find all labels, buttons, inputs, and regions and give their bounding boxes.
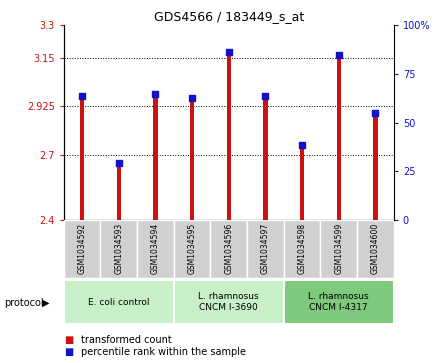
Text: E. coli control: E. coli control	[88, 298, 150, 307]
Bar	[320, 220, 357, 278]
Text: GSM1034594: GSM1034594	[151, 223, 160, 274]
Bar	[373, 117, 378, 220]
Bar	[337, 59, 341, 220]
Text: GSM1034596: GSM1034596	[224, 223, 233, 274]
Bar	[247, 220, 284, 278]
Bar	[80, 100, 84, 220]
FancyBboxPatch shape	[174, 280, 284, 324]
Text: GSM1034593: GSM1034593	[114, 223, 123, 274]
Point	[335, 52, 342, 58]
Point	[189, 95, 196, 101]
Point	[372, 110, 379, 116]
Bar	[153, 98, 158, 220]
Text: GSM1034600: GSM1034600	[371, 223, 380, 274]
Bar	[263, 100, 268, 220]
Point	[79, 93, 86, 99]
Point	[152, 91, 159, 97]
Bar	[210, 220, 247, 278]
Text: ■: ■	[64, 335, 73, 346]
Text: GSM1034595: GSM1034595	[187, 223, 197, 274]
Bar	[284, 220, 320, 278]
Point	[115, 160, 122, 166]
Bar	[190, 102, 194, 220]
Point	[262, 93, 269, 99]
Title: GDS4566 / 183449_s_at: GDS4566 / 183449_s_at	[154, 10, 304, 23]
Text: transformed count: transformed count	[81, 335, 172, 346]
Text: protocol: protocol	[4, 298, 44, 308]
Text: ▶: ▶	[42, 298, 49, 308]
Point	[225, 49, 232, 55]
Bar	[357, 220, 394, 278]
Text: L. rhamnosus
CNCM I-4317: L. rhamnosus CNCM I-4317	[308, 293, 369, 312]
Text: ■: ■	[64, 347, 73, 357]
Bar	[64, 220, 100, 278]
Text: GSM1034597: GSM1034597	[261, 223, 270, 274]
FancyBboxPatch shape	[64, 280, 174, 324]
Text: GSM1034598: GSM1034598	[297, 223, 307, 274]
Text: L. rhamnosus
CNCM I-3690: L. rhamnosus CNCM I-3690	[198, 293, 259, 312]
Bar	[137, 220, 174, 278]
Bar	[174, 220, 210, 278]
Bar	[227, 56, 231, 220]
Bar	[100, 220, 137, 278]
Text: GSM1034592: GSM1034592	[77, 223, 87, 274]
Bar	[300, 148, 304, 220]
Bar	[117, 167, 121, 220]
Text: percentile rank within the sample: percentile rank within the sample	[81, 347, 246, 357]
Point	[299, 142, 306, 147]
FancyBboxPatch shape	[284, 280, 394, 324]
Text: GSM1034599: GSM1034599	[334, 223, 343, 274]
